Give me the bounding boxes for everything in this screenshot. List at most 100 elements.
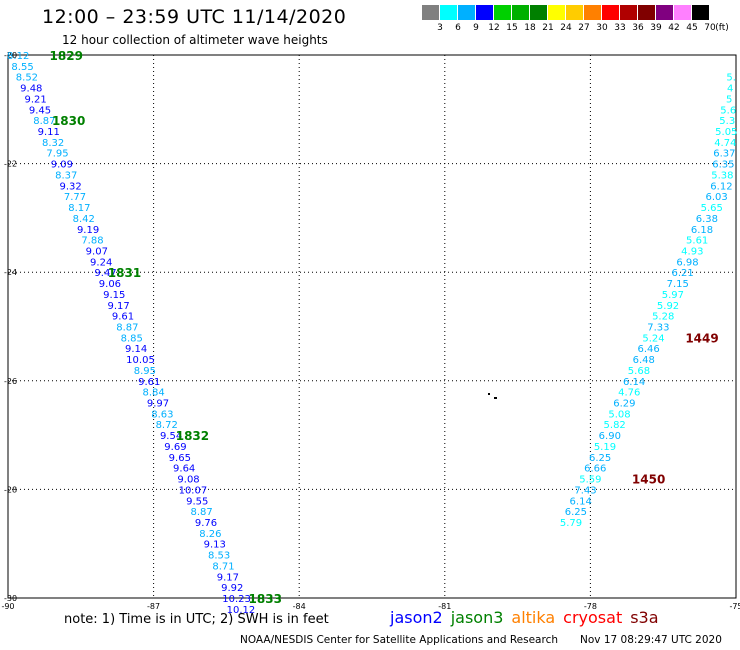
lat-tick-label: -20 bbox=[4, 51, 17, 60]
wave-height-value: 9.47 bbox=[94, 268, 116, 279]
wave-height-value: 5.97 bbox=[662, 290, 684, 301]
legend-label: 30 bbox=[596, 23, 608, 33]
pass-time-label: 1832 bbox=[176, 429, 209, 443]
wave-height-value: 9.65 bbox=[169, 453, 191, 464]
wave-height-value: 9.45 bbox=[29, 105, 51, 116]
wave-height-value: 9.61 bbox=[112, 312, 134, 323]
wave-height-value: 9.61 bbox=[138, 377, 160, 388]
wave-height-value: 9.32 bbox=[59, 181, 81, 192]
wave-height-value: 6.25 bbox=[589, 453, 611, 464]
wave-height-value: 6.66 bbox=[584, 464, 606, 475]
lon-tick-label: -81 bbox=[438, 602, 451, 611]
satellite-legend-item: cryosat bbox=[563, 608, 623, 627]
pass-time-label: 1830 bbox=[52, 114, 85, 128]
wave-height-value: 7.33 bbox=[647, 323, 669, 334]
wave-height-value: 9.17 bbox=[217, 572, 239, 583]
island-marker bbox=[494, 397, 497, 399]
wave-height-value: 6.29 bbox=[613, 399, 635, 410]
generation-timestamp: Nov 17 08:29:47 UTC 2020 bbox=[580, 634, 722, 646]
wave-height-value: 6.37 bbox=[713, 149, 735, 160]
wave-height-value: 10.23 bbox=[222, 594, 251, 605]
wave-height-value: 9.07 bbox=[86, 246, 108, 257]
wave-height-value: 5.6 bbox=[720, 105, 736, 116]
wave-height-value: 7.43 bbox=[574, 485, 596, 496]
wave-height-value: 6.35 bbox=[712, 160, 734, 171]
wave-height-value: 7.88 bbox=[81, 236, 103, 247]
legend-swatch bbox=[440, 5, 457, 20]
wave-height-value: 8.12 bbox=[7, 51, 29, 62]
lon-tick-label: -90 bbox=[1, 602, 14, 611]
wave-height-value: 9.24 bbox=[90, 257, 112, 268]
wave-height-value: 5.59 bbox=[579, 475, 601, 486]
lat-tick-label: -22 bbox=[4, 160, 17, 169]
legend-swatch bbox=[566, 5, 583, 20]
legend-label: 42 bbox=[668, 23, 680, 33]
legend-label: 36 bbox=[632, 23, 644, 33]
wave-height-value: 9.06 bbox=[99, 279, 121, 290]
wave-height-value: 9.15 bbox=[103, 290, 125, 301]
wave-height-value: 5.24 bbox=[642, 333, 664, 344]
legend-label: 24 bbox=[560, 23, 572, 33]
legend-swatch bbox=[638, 5, 655, 20]
wave-height-value: 6.25 bbox=[565, 507, 587, 518]
wave-height-value: 7.77 bbox=[64, 192, 86, 203]
wave-height-value: 6.03 bbox=[705, 192, 727, 203]
wave-height-value: 8.55 bbox=[11, 62, 33, 73]
wave-height-value: 5.19 bbox=[594, 442, 616, 453]
wave-height-value: 5.79 bbox=[560, 518, 582, 529]
legend-label: 70 bbox=[704, 23, 716, 33]
satellite-legend-item: s3a bbox=[630, 608, 659, 627]
wave-height-value: 5. bbox=[726, 73, 736, 84]
wave-height-value: 10.05 bbox=[126, 355, 155, 366]
wave-height-value: 8.26 bbox=[199, 529, 221, 540]
wave-height-value: 9.13 bbox=[204, 540, 226, 551]
wave-height-value: 5.3 bbox=[719, 116, 735, 127]
wave-height-value: 9.21 bbox=[25, 94, 47, 105]
wave-height-value: 5.61 bbox=[686, 236, 708, 247]
pass-time-label: 1449 bbox=[685, 331, 718, 345]
wave-height-value: 8.53 bbox=[208, 551, 230, 562]
legend-label: 39 bbox=[650, 23, 662, 33]
legend-swatch bbox=[494, 5, 511, 20]
wave-height-value: 6.18 bbox=[691, 225, 713, 236]
wave-height-value: 9.92 bbox=[221, 583, 243, 594]
wave-height-value: 8.84 bbox=[142, 388, 164, 399]
lat-tick-label: -26 bbox=[4, 377, 17, 386]
wave-height-value: 8.95 bbox=[134, 366, 156, 377]
lon-tick-label: -78 bbox=[584, 602, 597, 611]
wave-height-value: 6.48 bbox=[633, 355, 655, 366]
wave-height-value: 8.87 bbox=[116, 323, 138, 334]
wave-height-value: 8.71 bbox=[212, 561, 234, 572]
wave-height-value: 5.92 bbox=[657, 301, 679, 312]
legend-swatch bbox=[674, 5, 691, 20]
legend-swatch bbox=[620, 5, 637, 20]
satellite-legend-item: jason2 bbox=[390, 608, 443, 627]
island-marker bbox=[488, 393, 490, 395]
legend-swatch bbox=[602, 5, 619, 20]
legend-swatch bbox=[584, 5, 601, 20]
wave-height-value: 5.08 bbox=[608, 409, 630, 420]
satellite-legend-item: altika bbox=[511, 608, 556, 627]
lon-tick-label: -87 bbox=[147, 602, 160, 611]
wave-height-value: 9.69 bbox=[164, 442, 186, 453]
map-subtitle: 12 hour collection of altimeter wave hei… bbox=[62, 33, 328, 47]
legend-label: 27 bbox=[578, 23, 590, 33]
wave-height-value: 5.28 bbox=[652, 312, 674, 323]
legend-label: 18 bbox=[524, 23, 536, 33]
wave-height-value: 6.14 bbox=[570, 496, 592, 507]
lon-tick-label: -84 bbox=[293, 602, 306, 611]
wave-height-value: 9.54 bbox=[160, 431, 182, 442]
wave-height-value: 5.05 bbox=[715, 127, 737, 138]
wave-height-value: 9.76 bbox=[195, 518, 217, 529]
satellite-legend: jason2 jason3 altika cryosat s3a bbox=[390, 608, 667, 627]
wave-height-value: 8.37 bbox=[55, 170, 77, 181]
legend-label: 6 bbox=[455, 23, 461, 33]
legend-label: 21 bbox=[542, 23, 554, 33]
legend-swatch bbox=[692, 5, 709, 20]
wave-height-value: 6.21 bbox=[671, 268, 693, 279]
wave-height-value: 9.97 bbox=[147, 399, 169, 410]
wave-height-value: 9.14 bbox=[125, 344, 147, 355]
wave-height-value: 8.52 bbox=[16, 73, 38, 84]
lat-tick-label: -24 bbox=[4, 268, 17, 277]
wave-height-value: 8.32 bbox=[42, 138, 64, 149]
